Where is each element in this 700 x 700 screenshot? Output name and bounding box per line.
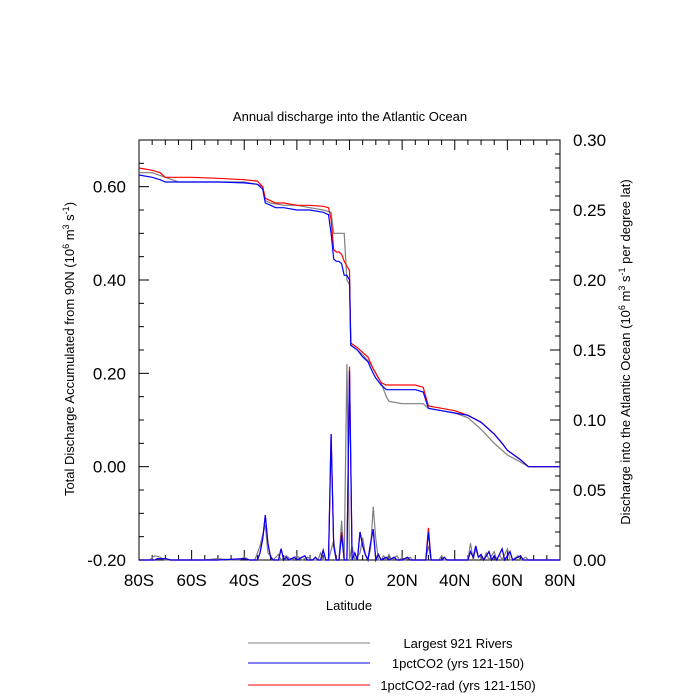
x-axis-label: Latitude	[326, 598, 372, 613]
accumulated-line-1pctco2-rad-yrs-121-150	[138, 167, 560, 468]
y-tick-label-left: 0.40	[93, 271, 126, 290]
legend-label-largest-921-rivers: Largest 921 Rivers	[403, 636, 513, 651]
y-tick-label-right: 0.30	[573, 131, 606, 150]
legend-label-1pctco2-yrs-121-150: 1pctCO2 (yrs 121-150)	[392, 656, 524, 671]
x-tick-label: 60S	[177, 571, 207, 590]
y-tick-label-left: 0.20	[93, 364, 126, 383]
x-tick-label: 40S	[229, 571, 259, 590]
y-tick-label-right: 0.10	[573, 411, 606, 430]
x-tick-label: 60N	[492, 571, 523, 590]
accumulated-line-1pctco2-yrs-121-150	[138, 174, 560, 468]
y-tick-label-right: 0.20	[573, 271, 606, 290]
y-tick-label-right: 0.00	[573, 551, 606, 570]
x-tick-label: 40N	[439, 571, 470, 590]
x-tick-label: 80S	[124, 571, 154, 590]
x-tick-label: 20S	[282, 571, 312, 590]
y-tick-label-left: -0.20	[87, 551, 126, 570]
y-tick-label-right: 0.25	[573, 201, 606, 220]
accumulated-line-largest-921-rivers	[139, 172, 560, 468]
discharge-line-1pctco2-yrs-121-150	[139, 370, 560, 563]
x-tick-label: 0	[345, 571, 354, 590]
plot-area: 80S 60S 40S 20S 0 20N 40N 60N 80N -0.20 0.00 0.20 0.…	[87, 131, 606, 590]
legend: Largest 921 Rivers 1pctCO2 (yrs 121-150) 1…	[248, 636, 536, 693]
y-tick-label-left: 0.60	[93, 178, 126, 197]
y-tick-label-right: 0.05	[573, 481, 606, 500]
legend-label-1pctco2-rad-yrs-121-150: 1pctCO2-rad (yrs 121-150)	[380, 678, 535, 693]
y-tick-label-left: 0.00	[93, 458, 126, 477]
y-tick-label-right: 0.15	[573, 341, 606, 360]
y-axis-label-right: Discharge into the Atlantic Ocean (106 m…	[617, 179, 633, 524]
x-tick-label: 80N	[544, 571, 575, 590]
plot-frame	[138, 139, 561, 561]
y-axis-label-left: Total Discharge Accumulated from 90N (10…	[61, 202, 77, 496]
chart-title: Annual discharge into the Atlantic Ocean	[233, 109, 467, 124]
x-tick-label: 20N	[387, 571, 418, 590]
